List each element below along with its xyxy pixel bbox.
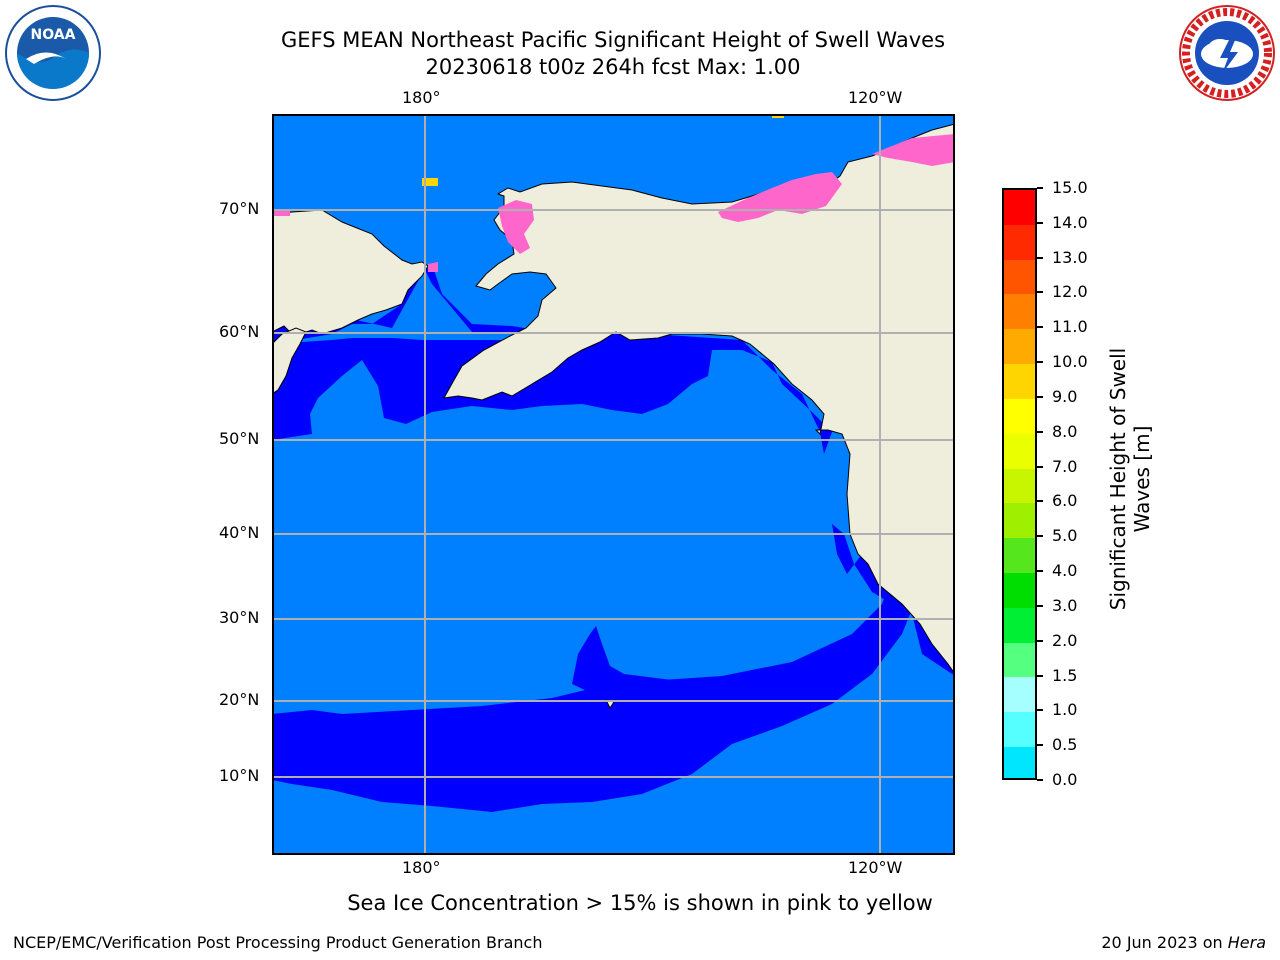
colorbar-tick-mark [1037, 326, 1043, 329]
colorbar-segment [1004, 747, 1035, 778]
colorbar-segment [1004, 503, 1035, 539]
lat-label-60n: 60°N [219, 322, 260, 341]
noaa-logo: NOAA [4, 4, 102, 106]
colorbar-tick-mark [1037, 395, 1043, 398]
title-line-1: GEFS MEAN Northeast Pacific Significant … [280, 28, 946, 52]
colorbar-tick-label: 13.0 [1052, 247, 1088, 267]
colorbar-tick-label: 1.5 [1052, 665, 1078, 685]
colorbar-label-line-1: Significant Height of Swell [1106, 347, 1130, 611]
colorbar [1002, 188, 1037, 780]
map-frame [272, 114, 955, 855]
colorbar-segment [1004, 572, 1035, 608]
noaa-logo-text: NOAA [31, 27, 76, 43]
ocean-low-bump-hawaii [572, 626, 692, 698]
colorbar-tick-label: 9.0 [1052, 386, 1078, 406]
footer-date: 20 Jun 2023 on [1101, 933, 1228, 952]
title-line-2: 20230618 t00z 264h fcst Max: 1.00 [425, 55, 801, 79]
colorbar-segment [1004, 538, 1035, 573]
colorbar-tick-label: 10.0 [1052, 352, 1088, 372]
colorbar-tick-mark [1037, 639, 1043, 642]
lon-label-bottom-180: 180° [402, 858, 441, 877]
land-chukotka [272, 209, 429, 337]
colorbar-tick-label: 7.0 [1052, 456, 1078, 476]
land-north-america [443, 114, 955, 675]
footer-right: 20 Jun 2023 on Hera [1101, 933, 1266, 952]
colorbar-segment [1004, 224, 1035, 260]
colorbar-segment [1004, 677, 1035, 713]
colorbar-tick-mark [1037, 256, 1043, 259]
lat-label-40n: 40°N [219, 523, 260, 542]
lat-label-70n: 70°N [219, 199, 260, 218]
colorbar-segment [1004, 329, 1035, 365]
gridlines [272, 114, 955, 855]
colorbar-segment [1004, 398, 1035, 434]
colorbar-segment [1004, 712, 1035, 747]
colorbar-tick-label: 4.0 [1052, 561, 1078, 581]
lon-label-top-120w: 120°W [848, 88, 903, 107]
land-kamchatka [272, 327, 307, 395]
colorbar-tick-mark [1037, 744, 1043, 747]
colorbar-tick-label: 1.0 [1052, 700, 1078, 720]
colorbar-tick-label: 2.0 [1052, 630, 1078, 650]
colorbar-tick-label: 8.0 [1052, 421, 1078, 441]
lon-label-bottom-120w: 120°W [848, 858, 903, 877]
colorbar-tick-label: 12.0 [1052, 282, 1088, 302]
colorbar-tick-label: 6.0 [1052, 491, 1078, 511]
colorbar-segment [1004, 294, 1035, 330]
colorbar-tick-mark [1037, 361, 1043, 364]
nws-logo [1178, 4, 1276, 106]
colorbar-tick-mark [1037, 674, 1043, 677]
sea-ice-bering-strait [498, 200, 534, 254]
colorbar-tick-label: 3.0 [1052, 595, 1078, 615]
footer-host: Hera [1227, 933, 1266, 952]
colorbar-tick-mark [1037, 500, 1043, 503]
lat-label-20n: 20°N [219, 690, 260, 709]
colorbar-segment [1004, 468, 1035, 504]
colorbar-tick-label: 15.0 [1052, 178, 1088, 197]
colorbar-tick-mark [1037, 709, 1043, 712]
colorbar-tick-mark [1037, 187, 1043, 189]
colorbar-label-line-2: Waves [m] [1130, 425, 1154, 533]
colorbar-tick-mark [1037, 430, 1043, 433]
colorbar-segment [1004, 190, 1035, 225]
sea-ice-arctic-east [872, 134, 955, 166]
lat-label-50n: 50°N [219, 429, 260, 448]
colorbar-segment [1004, 607, 1035, 643]
map-panel [272, 114, 955, 855]
footer-left: NCEP/EMC/Verification Post Processing Pr… [13, 933, 543, 952]
colorbar-tick-mark [1037, 221, 1043, 224]
sea-ice-note: Sea Ice Concentration > 15% is shown in … [347, 891, 933, 915]
colorbar-segment [1004, 642, 1035, 678]
ocean-low-band-south [272, 464, 955, 812]
colorbar-segment [1004, 364, 1035, 399]
lon-label-top-180: 180° [402, 88, 441, 107]
colorbar-tick-label: 0.0 [1052, 770, 1078, 789]
colorbar-tick-mark [1037, 291, 1043, 294]
colorbar-tick-label: 0.5 [1052, 735, 1078, 755]
colorbar-tick-mark [1037, 535, 1043, 538]
lat-label-30n: 30°N [219, 608, 260, 627]
sea-ice-small-2 [428, 262, 438, 272]
colorbar-tick-mark [1037, 779, 1043, 781]
colorbar-tick-mark [1037, 570, 1043, 573]
colorbar-segment [1004, 433, 1035, 469]
colorbar-tick-label: 14.0 [1052, 212, 1088, 232]
colorbar-tick-mark [1037, 604, 1043, 607]
colorbar-segment [1004, 259, 1035, 295]
colorbar-tick-label: 5.0 [1052, 526, 1078, 546]
colorbar-tick-label: 11.0 [1052, 317, 1088, 337]
colorbar-tick-mark [1037, 465, 1043, 468]
lat-label-10n: 10°N [219, 766, 260, 785]
sea-ice-small-1 [272, 210, 290, 216]
